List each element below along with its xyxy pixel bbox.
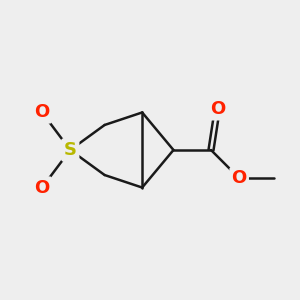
Text: O: O <box>232 169 247 187</box>
Text: S: S <box>64 141 77 159</box>
Text: O: O <box>210 100 225 118</box>
Text: O: O <box>34 103 50 122</box>
Text: O: O <box>34 178 50 196</box>
